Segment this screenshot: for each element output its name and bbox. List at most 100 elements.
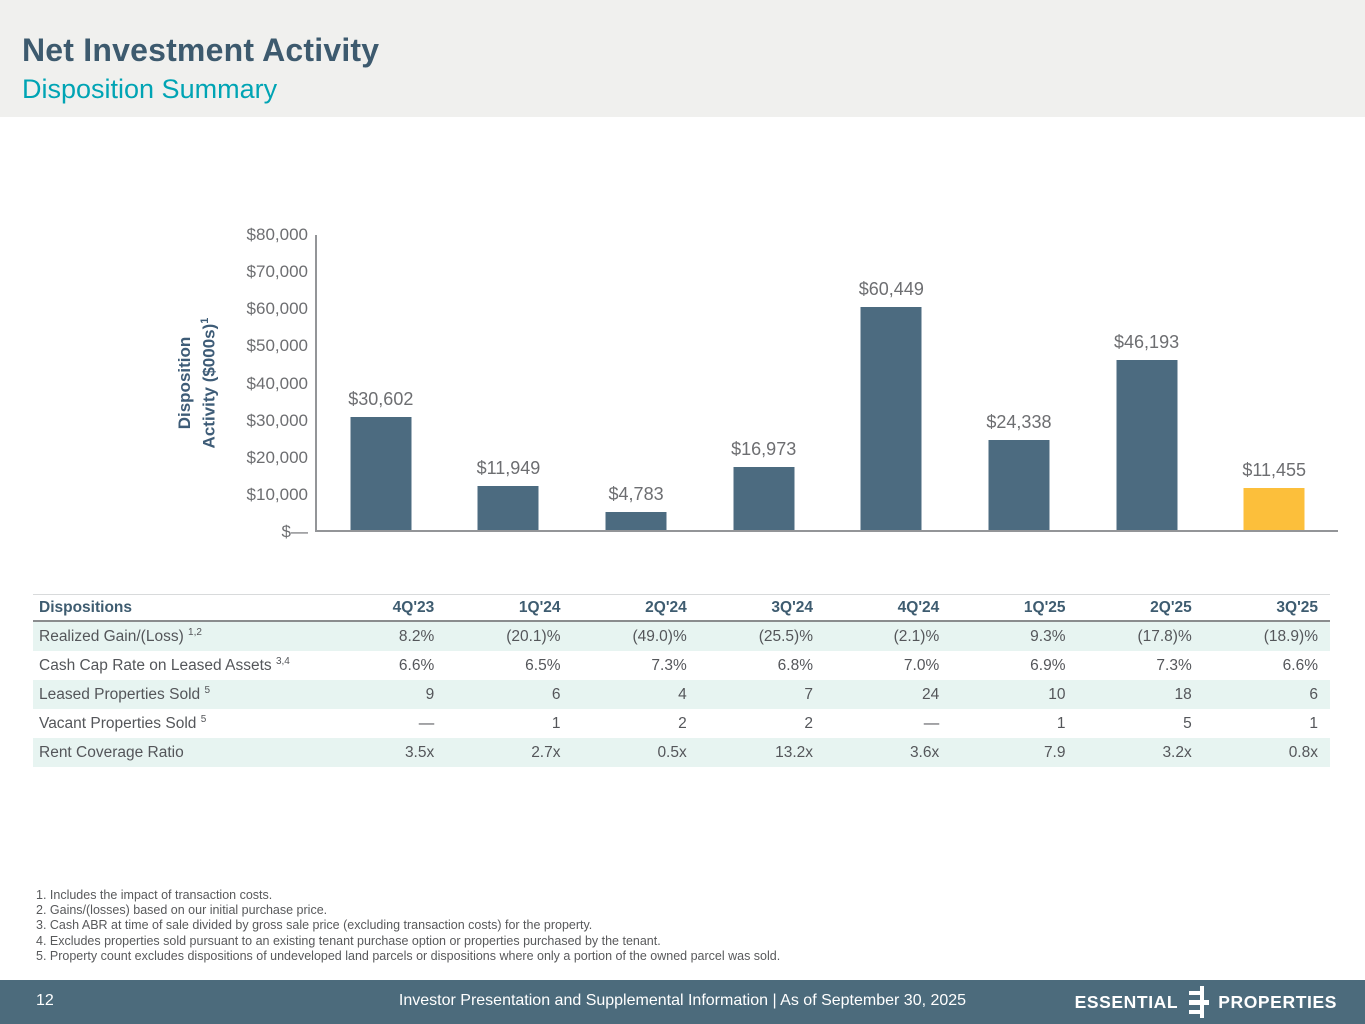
footnote-line: 2. Gains/(losses) based on our initial p… — [36, 903, 328, 918]
table-cell: (20.1)% — [506, 627, 561, 645]
y-axis-tick-label: $60,000 — [246, 299, 308, 319]
table-cell: — — [418, 714, 435, 732]
table-cell: 7.3% — [651, 656, 687, 674]
table-cell: 6.8% — [777, 656, 813, 674]
table-row: Vacant Properties Sold 5 — 1 2 2 — 1 5 1 — [33, 709, 1330, 738]
essential-properties-logo-icon — [1186, 986, 1210, 1018]
disposition-bar-chart: Disposition Activity ($000s)1 $80,000 $70… — [0, 225, 1338, 541]
chart-y-axis-tick-labels: $80,000 $70,000 $60,000 $50,000 $40,000 $30,0… — [0, 225, 308, 541]
footnote-line: 5. Property count excludes dispositions … — [36, 948, 781, 963]
table-body: Realized Gain/(Loss) 1,2 8.2% (20.1)% (49.0… — [33, 622, 1330, 767]
bar-group-1Q'25: $24,338 — [955, 235, 1083, 530]
row-label-footnote-ref: 1,2 — [188, 626, 202, 638]
footer-text: Investor Presentation and Supplemental I… — [398, 992, 967, 1009]
table-header-label: Dispositions — [39, 598, 133, 616]
table-cell: 7.3% — [1156, 656, 1192, 674]
table-cell: 7.9 — [1043, 743, 1066, 761]
bar-group-1Q'24: $11,949 — [445, 235, 573, 530]
table-cell: 1 — [1309, 714, 1318, 732]
bar-1Q'24 — [477, 485, 539, 530]
y-axis-tick-label: $10,000 — [246, 484, 308, 504]
y-axis-tick-label: $— — [281, 522, 308, 541]
table-cell: 2.7x — [531, 743, 561, 761]
table-cell: 1 — [1056, 714, 1066, 732]
bar-3Q'24 — [733, 467, 795, 530]
y-axis-tick-label: $80,000 — [246, 225, 308, 244]
table-cell: 8.2% — [398, 627, 435, 645]
row-label: Cash Cap Rate on Leased Assets 3,4 — [39, 655, 290, 675]
bar-4Q'23 — [350, 417, 412, 530]
table-cell: (49.0)% — [632, 627, 687, 645]
page-subtitle: Disposition Summary — [22, 74, 278, 104]
table-cell: 6.6% — [1282, 656, 1318, 674]
row-label-footnote-ref: 5 — [200, 713, 207, 725]
table-cell: 10 — [1048, 685, 1066, 703]
table-cell: 1 — [551, 714, 561, 732]
footnote-line: 1. Includes the impact of transaction co… — [36, 888, 273, 902]
bar-2Q'25 — [1116, 359, 1178, 530]
page-number: 12 — [36, 992, 54, 1009]
table-cell: 2 — [804, 714, 813, 732]
table-row: Rent Coverage Ratio 3.5x 2.7x 0.5x 13.2x 3.6x… — [33, 738, 1330, 767]
table-cell: 2 — [678, 714, 687, 732]
bar-value-label: $4,783 — [608, 484, 664, 505]
table-cell: (17.8)% — [1137, 627, 1192, 645]
footnotes: 1. Includes the impact of transaction co… — [36, 888, 1136, 964]
row-label: Realized Gain/(Loss) 1,2 — [39, 626, 202, 646]
table-cell: 18 — [1174, 685, 1192, 703]
table-row: Cash Cap Rate on Leased Assets 3,4 6.6% 6.… — [33, 651, 1330, 680]
bar-group-3Q'24: $16,973 — [700, 235, 828, 530]
bar-3Q'25 — [1243, 487, 1305, 530]
bar-value-label: $60,449 — [858, 279, 924, 300]
bar-group-4Q'23: $30,602 — [317, 235, 445, 530]
table-cell: 6 — [551, 685, 561, 703]
table-header-row: Dispositions 4Q'23 1Q'24 2Q'24 3Q'24 4Q'24 1Q'… — [33, 594, 1330, 622]
y-axis-tick-label: $20,000 — [246, 447, 308, 467]
bar-value-label: $30,602 — [348, 389, 414, 410]
bar-group-2Q'24: $4,783 — [572, 235, 700, 530]
footnote-line: 4. Excludes properties sold pursuant to … — [36, 933, 661, 948]
essential-properties-logo: ESSENTIAL PROPERTIES — [1075, 986, 1337, 1018]
bar-4Q'24 — [860, 307, 922, 530]
table-header-quarter: 1Q'25 — [1023, 598, 1066, 616]
table-row: Realized Gain/(Loss) 1,2 8.2% (20.1)% (49.0… — [33, 622, 1330, 651]
table-cell: 9.3% — [1030, 627, 1066, 645]
table-cell: (2.1)% — [893, 627, 940, 645]
row-label: Rent Coverage Ratio — [39, 743, 184, 761]
table-cell: (18.9)% — [1263, 627, 1318, 645]
table-cell: 6.6% — [398, 656, 435, 674]
table-cell: 0.5x — [657, 743, 687, 761]
table-cell: 3.5x — [404, 743, 435, 761]
bar-2Q'24 — [605, 512, 667, 530]
logo-text-essential: ESSENTIAL — [1074, 991, 1179, 1012]
table-cell: 0.8x — [1288, 743, 1318, 761]
table-cell: 6.9% — [1030, 656, 1066, 674]
bar-group-4Q'24: $60,449 — [828, 235, 956, 530]
table-cell: 7 — [804, 685, 813, 703]
bar-value-label: $16,973 — [731, 439, 797, 460]
bar-group-3Q'25: $11,455 — [1210, 235, 1338, 530]
table-cell: 5 — [1183, 714, 1192, 732]
table-cell: — — [923, 714, 940, 732]
table-cell: 6.5% — [525, 656, 561, 674]
row-label: Vacant Properties Sold 5 — [39, 713, 207, 733]
row-label: Leased Properties Sold 5 — [39, 684, 210, 704]
table-header-quarter: 3Q'24 — [771, 598, 813, 616]
table-cell: 3.6x — [909, 743, 940, 761]
slide-header-band: Net Investment Activity Disposition Summ… — [0, 0, 1365, 117]
bar-group-2Q'25: $46,193 — [1083, 235, 1211, 530]
y-axis-tick-label: $70,000 — [246, 262, 308, 282]
table-cell: (25.5)% — [758, 627, 813, 645]
table-cell: 3.2x — [1162, 743, 1192, 761]
logo-text-properties: PROPERTIES — [1218, 991, 1337, 1012]
table-cell: 9 — [425, 685, 435, 703]
table-cell: 6 — [1309, 685, 1318, 703]
row-label-footnote-ref: 3,4 — [275, 655, 290, 667]
dispositions-table: Dispositions 4Q'23 1Q'24 2Q'24 3Q'24 4Q'24 1Q'… — [33, 594, 1330, 767]
table-header-quarter: 3Q'25 — [1276, 598, 1318, 616]
table-cell: 24 — [922, 685, 940, 703]
chart-plot-area: $30,602 $11,949 $4,783 $16,973 $60,449 $24,33… — [315, 235, 1338, 532]
table-header-quarter: 4Q'24 — [897, 598, 940, 616]
table-header-quarter: 2Q'25 — [1150, 598, 1192, 616]
